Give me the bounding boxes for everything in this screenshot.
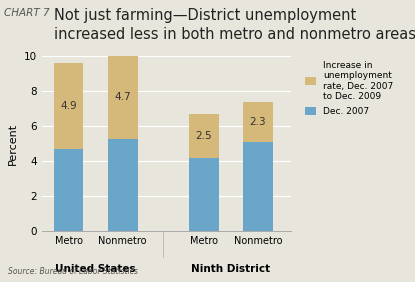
Bar <box>189 158 219 231</box>
Bar <box>54 149 83 231</box>
Text: 2.5: 2.5 <box>195 131 212 141</box>
Text: Not just farming—District unemployment
increased less in both metro and nonmetro: Not just farming—District unemployment i… <box>54 8 415 42</box>
Bar <box>189 114 219 158</box>
Bar <box>243 102 273 142</box>
Bar <box>108 56 138 138</box>
Text: Ninth District: Ninth District <box>191 264 271 274</box>
Bar <box>108 138 138 231</box>
Legend: Increase in
unemployment
rate, Dec. 2007
to Dec. 2009, Dec. 2007: Increase in unemployment rate, Dec. 2007… <box>305 61 393 116</box>
Text: 4.9: 4.9 <box>60 101 77 111</box>
Text: United States: United States <box>55 264 136 274</box>
Bar <box>243 142 273 231</box>
Text: CHART 7: CHART 7 <box>4 8 50 18</box>
Text: Source: Bureau of Labor Statistics: Source: Bureau of Labor Statistics <box>8 267 138 276</box>
Y-axis label: Percent: Percent <box>8 123 18 165</box>
Text: 2.3: 2.3 <box>250 117 266 127</box>
Bar <box>54 63 83 149</box>
Text: 4.7: 4.7 <box>115 92 131 102</box>
